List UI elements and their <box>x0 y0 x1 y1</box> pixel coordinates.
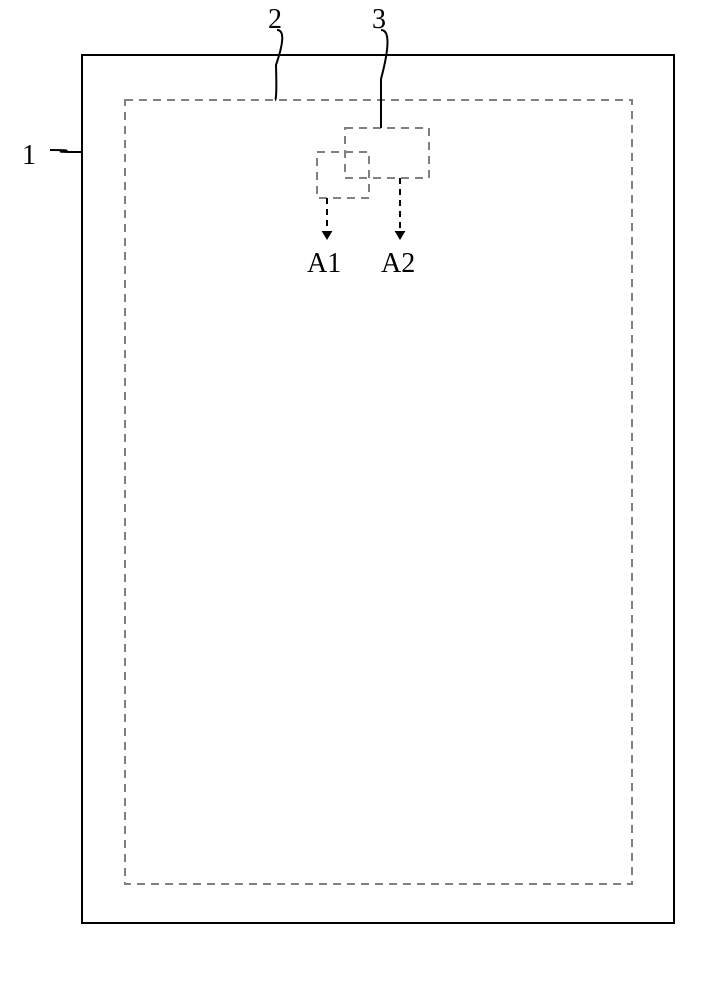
inner-dashed-rect <box>125 100 632 884</box>
outer-rect <box>82 55 674 923</box>
label-1: 1 <box>22 140 36 172</box>
leader-1 <box>50 150 82 152</box>
box-a1 <box>317 152 369 198</box>
diagram-canvas: 1 2 3 A1 A2 <box>0 0 701 1000</box>
label-2: 2 <box>268 4 282 36</box>
leader-2 <box>275 30 282 100</box>
leader-3 <box>381 30 388 128</box>
box-a2 <box>345 128 429 178</box>
arrow-a2-head <box>395 231 406 240</box>
label-3: 3 <box>372 4 386 36</box>
arrow-a1-head <box>322 231 333 240</box>
label-a2: A2 <box>381 248 415 280</box>
label-a1: A1 <box>307 248 341 280</box>
diagram-svg <box>0 0 701 1000</box>
